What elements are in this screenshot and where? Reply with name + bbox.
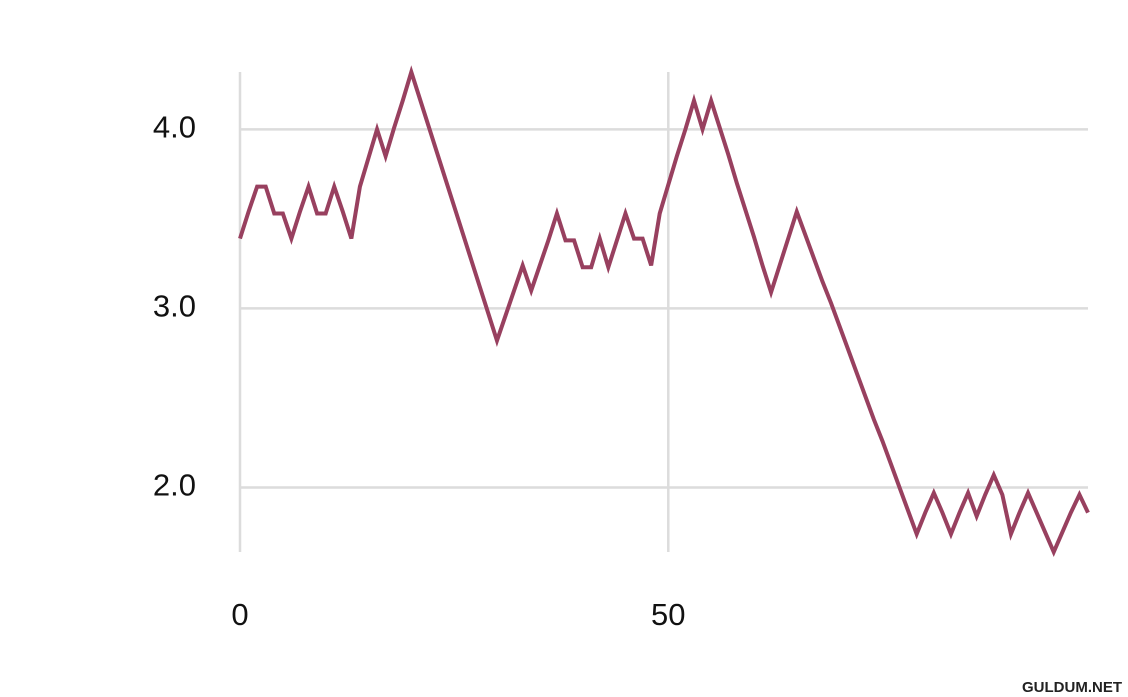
x-tick-label: 0	[231, 597, 248, 632]
x-tick-label: 50	[651, 597, 685, 632]
y-tick-label: 3.0	[153, 289, 196, 324]
line	[238, 65, 1090, 558]
y-tick-label: 4.0	[153, 110, 196, 145]
y-tick-label: 2.0	[153, 468, 196, 503]
watermark: GULDUM.NET	[1022, 679, 1122, 696]
